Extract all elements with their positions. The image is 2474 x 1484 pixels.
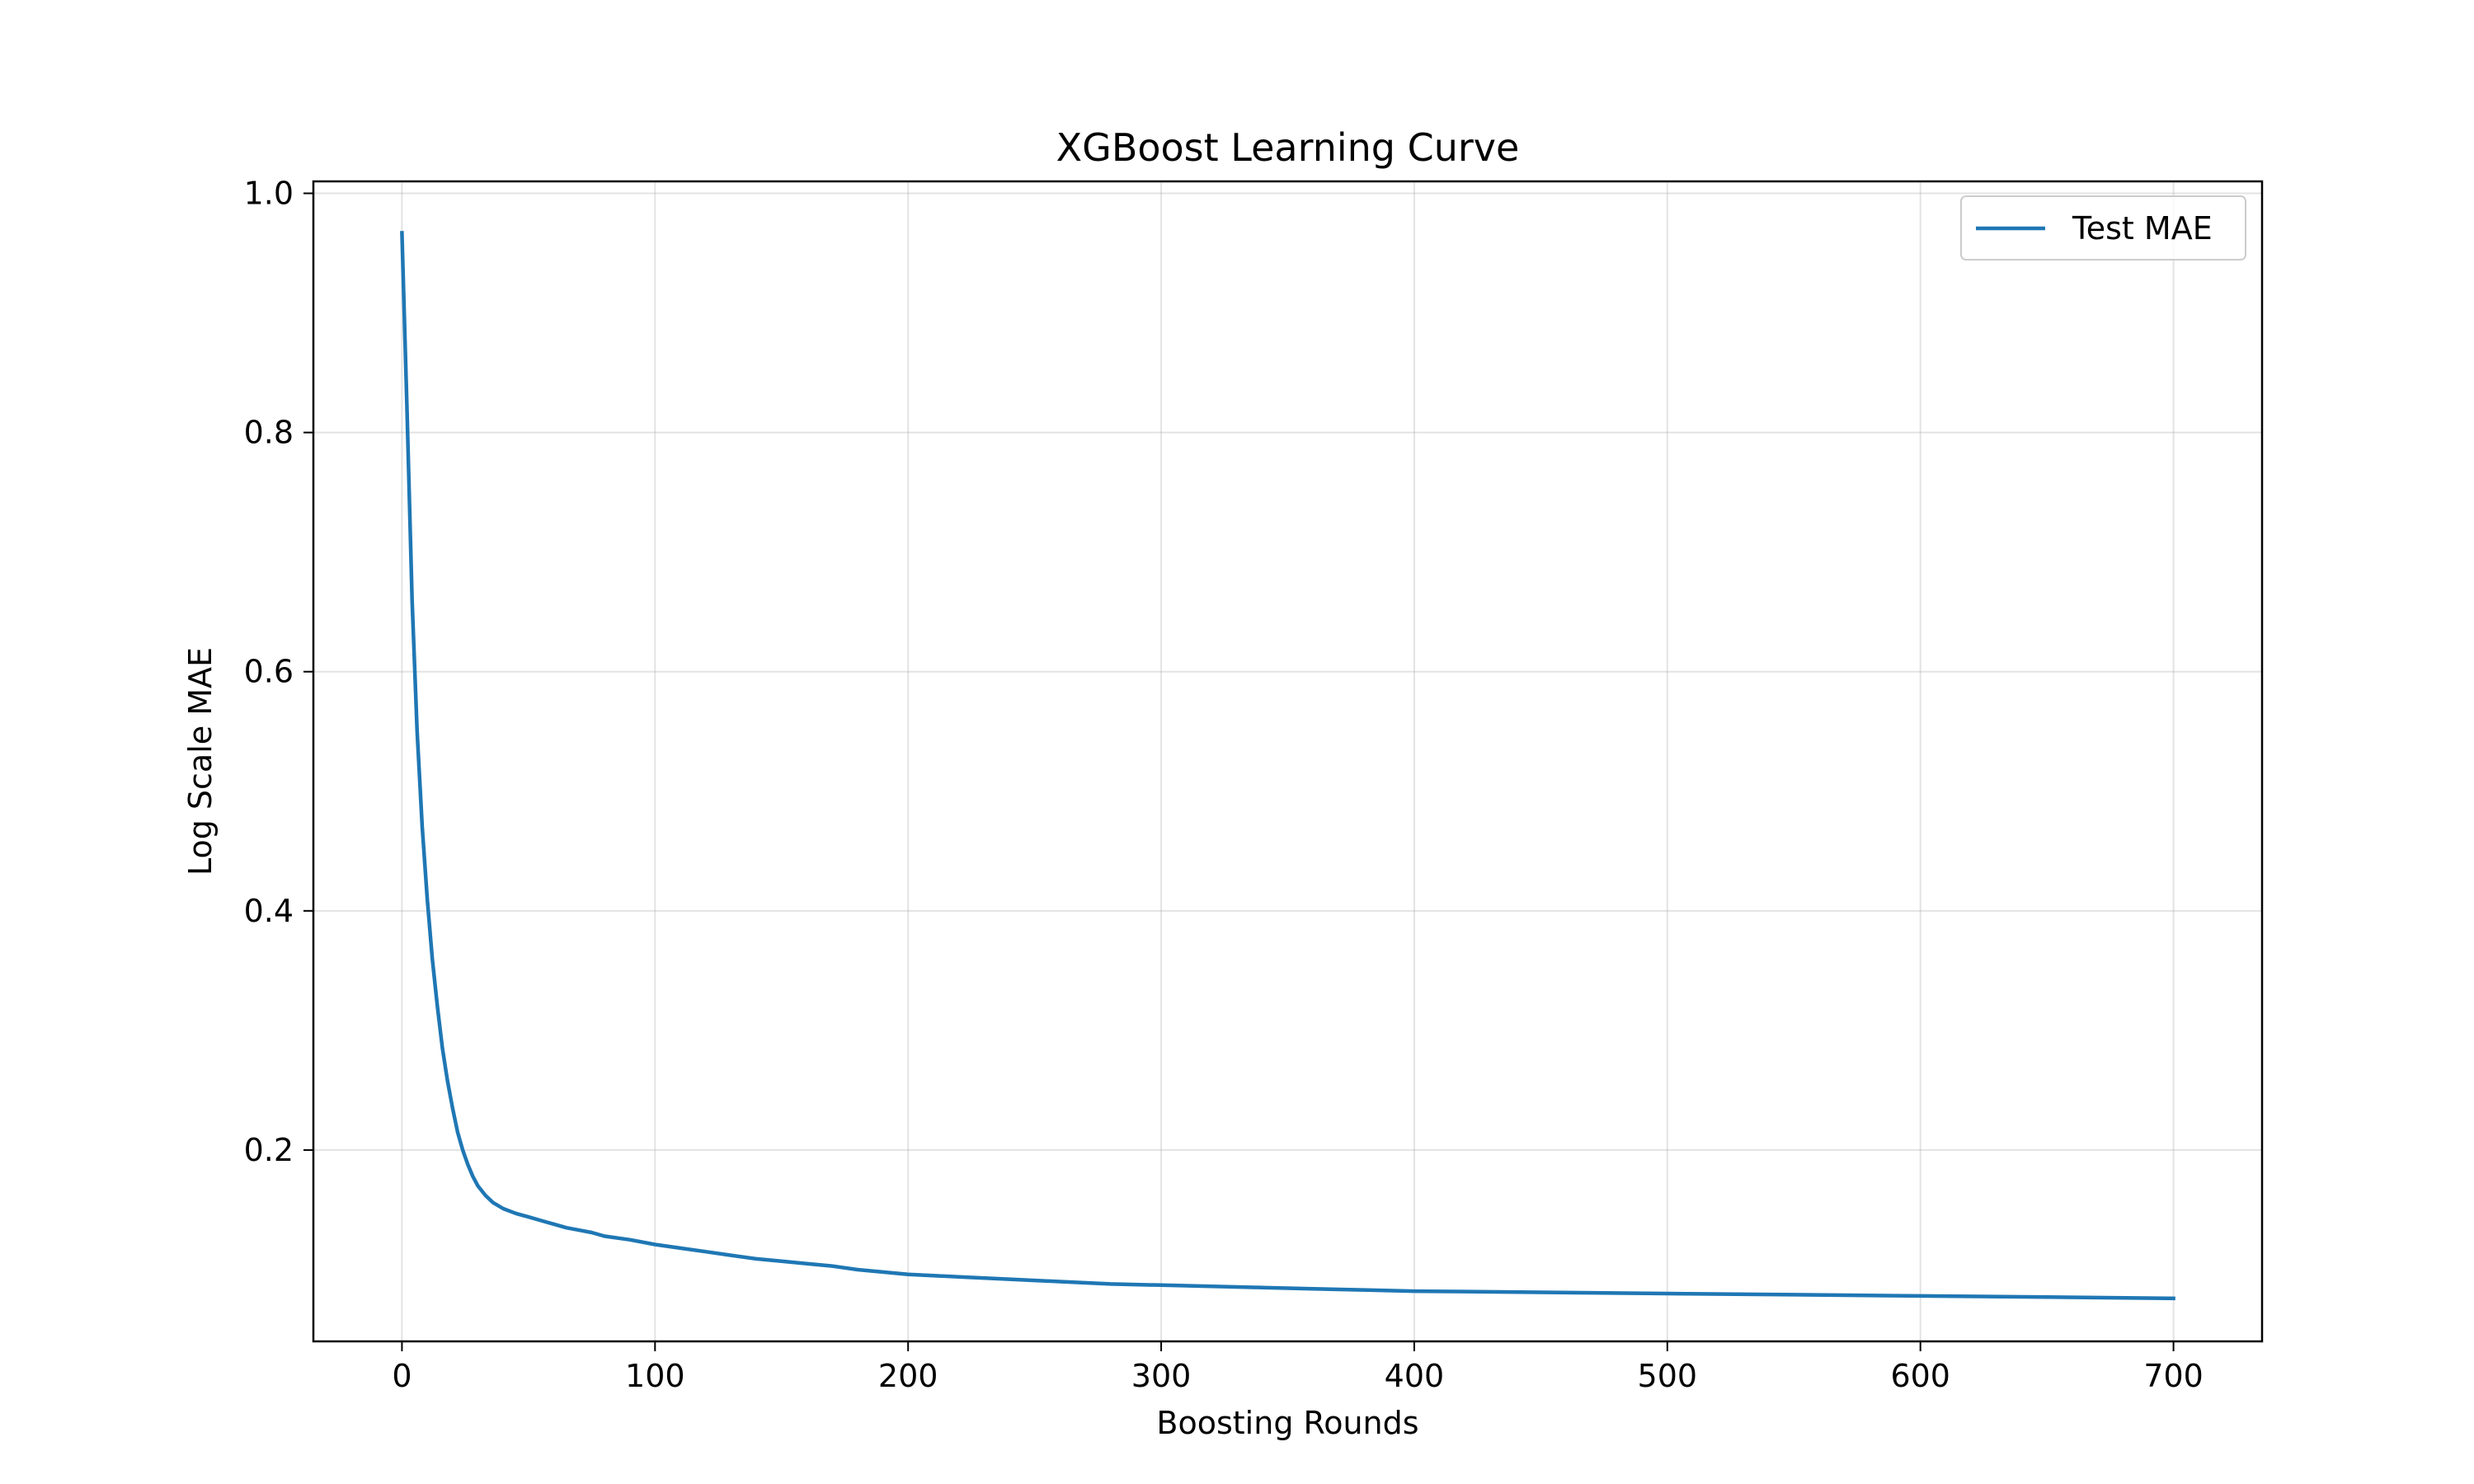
x-tick-label: 500 [1638, 1358, 1698, 1394]
grid-lines [313, 181, 2262, 1341]
x-tick-label: 700 [2143, 1358, 2204, 1394]
axis-ticks: 0 100 200 300 400 500 600 700 0.2 0.4 0.6 0.8 1.0 [244, 176, 2204, 1394]
legend: Test MAE [1960, 195, 2246, 261]
x-tick-label: 200 [878, 1358, 938, 1394]
x-tick-label: 400 [1385, 1358, 1445, 1394]
y-tick-label: 1.0 [244, 176, 294, 212]
y-tick-label: 0.8 [244, 415, 294, 451]
x-tick-label: 300 [1131, 1358, 1192, 1394]
chart-title: XGBoost Learning Curve [1056, 125, 1520, 170]
y-tick-label: 0.2 [244, 1132, 294, 1168]
x-axis-title: Boosting Rounds [1156, 1405, 1418, 1441]
x-tick-label: 100 [625, 1358, 685, 1394]
legend-box [1960, 195, 2246, 261]
plot-area-frame [312, 180, 2264, 1343]
series-layer [400, 231, 2175, 1301]
x-tick-label: 600 [1890, 1358, 1950, 1394]
y-tick-label: 0.6 [244, 654, 294, 690]
legend-label-test-mae: Test MAE [2072, 210, 2213, 247]
y-axis-title: Log Scale MAE [182, 647, 219, 876]
x-tick-label: 0 [392, 1358, 412, 1394]
y-tick-label: 0.4 [244, 893, 294, 929]
series-line-test-mae [400, 231, 2175, 1301]
